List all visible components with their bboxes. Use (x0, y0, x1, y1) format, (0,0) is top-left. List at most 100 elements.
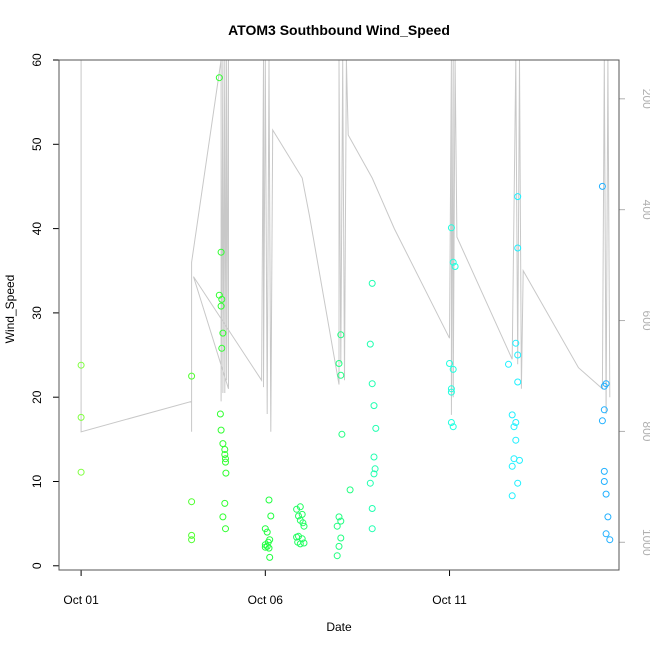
data-point (446, 360, 453, 367)
data-point (337, 534, 345, 542)
data-point (447, 385, 455, 393)
data-point (222, 525, 229, 533)
data-point (333, 522, 341, 530)
data-point (598, 182, 606, 190)
data-point (505, 360, 512, 368)
data-point (514, 193, 522, 201)
data-point (451, 263, 459, 270)
data-point (449, 365, 457, 373)
data-point (600, 467, 608, 475)
data-point (516, 456, 523, 464)
data-point (77, 361, 85, 369)
data-point (370, 402, 378, 410)
data-point (300, 539, 308, 547)
y-tick-label: 0 (30, 562, 44, 569)
data-point (600, 406, 608, 414)
y-tick-label: 50 (30, 137, 44, 151)
data-point (602, 530, 610, 538)
data-point (368, 525, 376, 533)
data-point (508, 411, 516, 419)
data-point (447, 388, 455, 396)
data-point (218, 295, 226, 303)
data-point (514, 244, 522, 252)
data-point (512, 339, 520, 347)
data-point (366, 340, 374, 348)
overlay-line-layer (80, 59, 611, 433)
y2-tick-label: 800 (640, 421, 650, 441)
data-point (296, 540, 304, 548)
data-point (335, 360, 343, 367)
data-point (77, 468, 85, 476)
y-tick-label: 30 (30, 306, 44, 320)
data-point (216, 410, 224, 418)
data-point (366, 479, 374, 487)
data-point (372, 424, 380, 432)
data-point (514, 378, 522, 386)
data-point (606, 536, 614, 544)
data-point (337, 371, 345, 379)
y2-tick-label: 200 (640, 89, 650, 109)
data-point (337, 517, 345, 525)
data-point (447, 419, 455, 426)
y-tick-label: 40 (30, 222, 44, 236)
data-point (602, 490, 610, 498)
axes-layer: 0 10 20 30 40 50 60 Oct 01 Oct 06 Oct 11 200 400 600… (30, 53, 650, 607)
data-point (188, 531, 196, 539)
data-point (265, 544, 273, 552)
data-point (263, 528, 271, 536)
data-point (222, 469, 230, 477)
y-axis-label: Wind_Speed (3, 275, 17, 344)
data-point (261, 543, 269, 551)
data-point (600, 478, 608, 485)
y-tick-label: 60 (30, 53, 44, 67)
data-point (296, 503, 304, 511)
x-tick-label: Oct 01 (63, 593, 99, 607)
data-point (222, 455, 229, 463)
data-point (512, 419, 520, 426)
data-point (265, 496, 273, 504)
data-point (508, 462, 516, 470)
data-point (598, 417, 606, 425)
plot-frame (58, 59, 620, 571)
data-point (370, 453, 378, 461)
overlay-line (80, 59, 611, 433)
data-point (368, 380, 376, 388)
data-point (222, 458, 229, 466)
data-point (335, 542, 343, 550)
y-tick-label: 20 (30, 390, 44, 404)
data-point (512, 436, 520, 444)
data-point (219, 440, 227, 448)
data-point (295, 512, 302, 520)
data-point (514, 351, 522, 359)
data-point (337, 331, 345, 339)
y2-tick-label: 400 (640, 200, 650, 220)
data-point (296, 516, 304, 524)
data-point (449, 423, 457, 431)
scatter-points-layer (77, 74, 614, 561)
data-point (217, 302, 225, 310)
data-point (333, 552, 341, 560)
data-point (447, 224, 455, 232)
data-point (346, 486, 354, 494)
data-point (218, 344, 226, 352)
data-point (300, 522, 308, 530)
data-point (217, 426, 225, 434)
data-point (508, 492, 516, 500)
data-point (335, 513, 343, 521)
x-tick-label: Oct 06 (248, 593, 284, 607)
x-axis-label: Date (326, 620, 352, 634)
data-point (368, 279, 376, 287)
data-point (371, 465, 379, 473)
data-point (219, 513, 227, 521)
data-point (215, 74, 223, 82)
data-point (510, 423, 518, 431)
data-point (449, 258, 457, 266)
data-point (514, 479, 522, 487)
data-point (188, 536, 196, 544)
data-point (604, 513, 612, 521)
data-point (219, 329, 227, 337)
data-point (77, 413, 85, 421)
data-point (221, 446, 229, 453)
y-tick-label: 10 (30, 474, 44, 488)
